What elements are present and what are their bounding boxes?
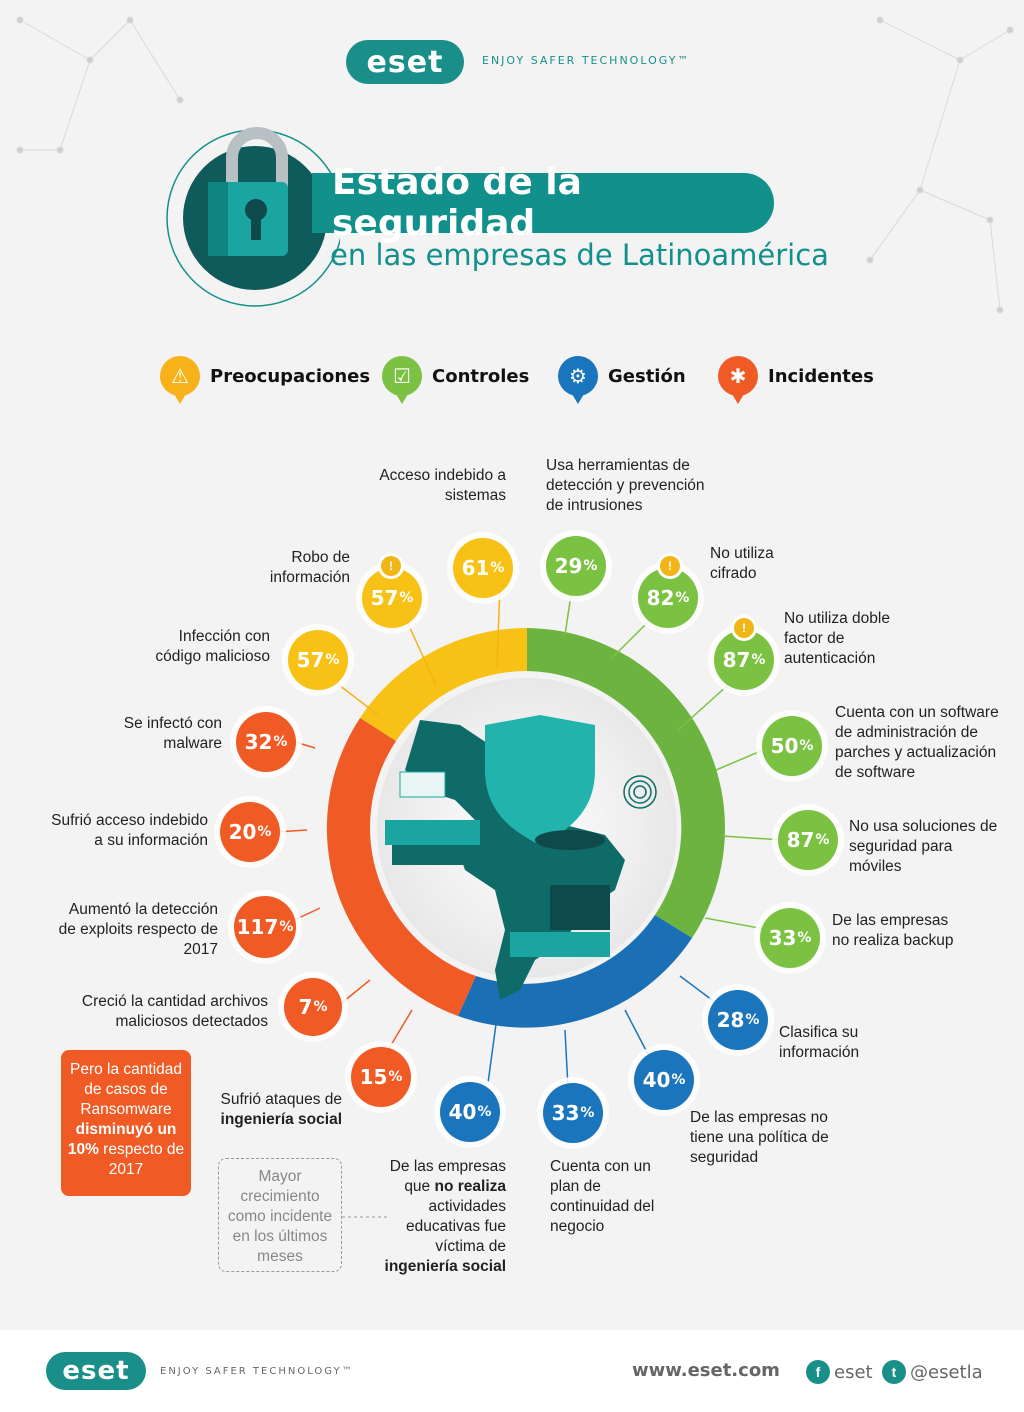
warning-icon: ⚠ — [160, 356, 200, 404]
footer-eset-logo: eset — [46, 1352, 146, 1390]
twitter-link[interactable]: t @esetla — [882, 1360, 983, 1384]
network-background — [16, 16, 1014, 314]
warning-icon: ! — [660, 556, 680, 576]
stat-bubble: 61% — [453, 538, 513, 598]
stat-bubble: 20% — [220, 802, 280, 862]
legend-preocupaciones: ⚠ Preocupaciones — [160, 356, 371, 404]
stat-bubble: 40% — [440, 1082, 500, 1142]
stat-label-ing-social: Sufrió ataques de ingeniería social — [220, 1091, 342, 1128]
dashed-connector — [342, 1216, 387, 1218]
footer: eset ENJOY SAFER TECHNOLOGY™ www.eset.co… — [0, 1330, 1024, 1412]
legend-label: Incidentes — [768, 365, 874, 387]
bug-icon: ✱ — [718, 356, 758, 404]
legend-label: Preocupaciones — [210, 365, 371, 387]
stat-bubble: 28% — [708, 990, 768, 1050]
stat-bubble: 50% — [762, 716, 822, 776]
website-link[interactable]: www.eset.com — [632, 1360, 780, 1381]
stat-bubble: 57% — [362, 568, 422, 628]
stat-bubble: 7% — [284, 978, 342, 1036]
stat-label: Cuenta con un software de administración… — [835, 704, 999, 781]
stat-label: Acceso indebido a sistemas — [379, 467, 506, 504]
legend-label: Controles — [432, 365, 530, 387]
legend-controles: ☑ Controles — [382, 356, 530, 404]
stat-label: Clasifica su información — [779, 1024, 860, 1061]
checkbox-icon: ☑ — [382, 356, 422, 404]
stat-bubble: 33% — [543, 1083, 603, 1143]
stat-label: Creció la cantidad archivos maliciosos d… — [81, 993, 268, 1030]
stat-label: Cuenta con un plan de continuidad del ne… — [550, 1158, 655, 1235]
stat-bubble: 87% — [714, 630, 774, 690]
legend-gestion: ⚙ Gestión — [558, 356, 686, 404]
growth-note: Mayor crecimiento como incidente en los … — [218, 1158, 342, 1272]
page-subtitle: en las empresas de Latinoamérica — [330, 238, 829, 272]
stat-label: No usa soluciones de seguridad para móvi… — [849, 818, 998, 875]
twitter-handle: @esetla — [910, 1361, 983, 1383]
stat-bubble: 87% — [778, 810, 838, 870]
stat-bubble: 57% — [288, 630, 348, 690]
facebook-handle: eset — [834, 1361, 873, 1383]
warning-icon: ! — [734, 618, 754, 638]
stat-label: Robo de información — [269, 549, 350, 586]
central-ring — [275, 584, 783, 1089]
lock-icon — [166, 127, 340, 307]
stat-label: Se infectó con malware — [123, 715, 222, 752]
stat-bubble: 29% — [546, 536, 606, 596]
facebook-link[interactable]: f eset — [806, 1360, 873, 1384]
facebook-icon: f — [806, 1360, 830, 1384]
twitter-icon: t — [882, 1360, 906, 1384]
stat-bubble: 32% — [236, 712, 296, 772]
header-tagline: ENJOY SAFER TECHNOLOGY™ — [482, 54, 691, 67]
stat-label: Sufrió acceso indebido a su información — [51, 812, 208, 849]
warning-icon: ! — [381, 556, 401, 576]
stat-label: No utiliza cifrado — [710, 545, 774, 582]
legend-label: Gestión — [608, 365, 686, 387]
stat-label-educativas: De las empresas que no realiza actividad… — [384, 1158, 506, 1275]
stat-label: Infección con código malicioso — [155, 628, 270, 665]
gear-icon: ⚙ — [558, 356, 598, 404]
eset-logo: eset — [346, 40, 464, 84]
footer-tagline: ENJOY SAFER TECHNOLOGY™ — [160, 1366, 354, 1377]
stat-label: De las empresas no realiza backup — [832, 912, 954, 949]
stat-label: Usa herramientas de detección y prevenci… — [546, 457, 705, 514]
stat-bubble: 117% — [234, 896, 296, 958]
stat-bubble: 15% — [351, 1047, 411, 1107]
stat-label: Aumentó la detección de exploits respect… — [58, 901, 218, 958]
legend-incidentes: ✱ Incidentes — [718, 356, 874, 404]
stat-label: De las empresas no tiene una política de… — [690, 1109, 829, 1166]
stat-label: No utiliza doble factor de autenticación — [784, 610, 890, 667]
stat-bubble: 33% — [760, 908, 820, 968]
ransomware-note: Pero la cantidad de casos de Ransomware … — [61, 1050, 191, 1196]
stat-bubble: 40% — [634, 1050, 694, 1110]
page-title: Estado de la seguridad — [312, 162, 774, 244]
stat-bubble: 82% — [638, 568, 698, 628]
